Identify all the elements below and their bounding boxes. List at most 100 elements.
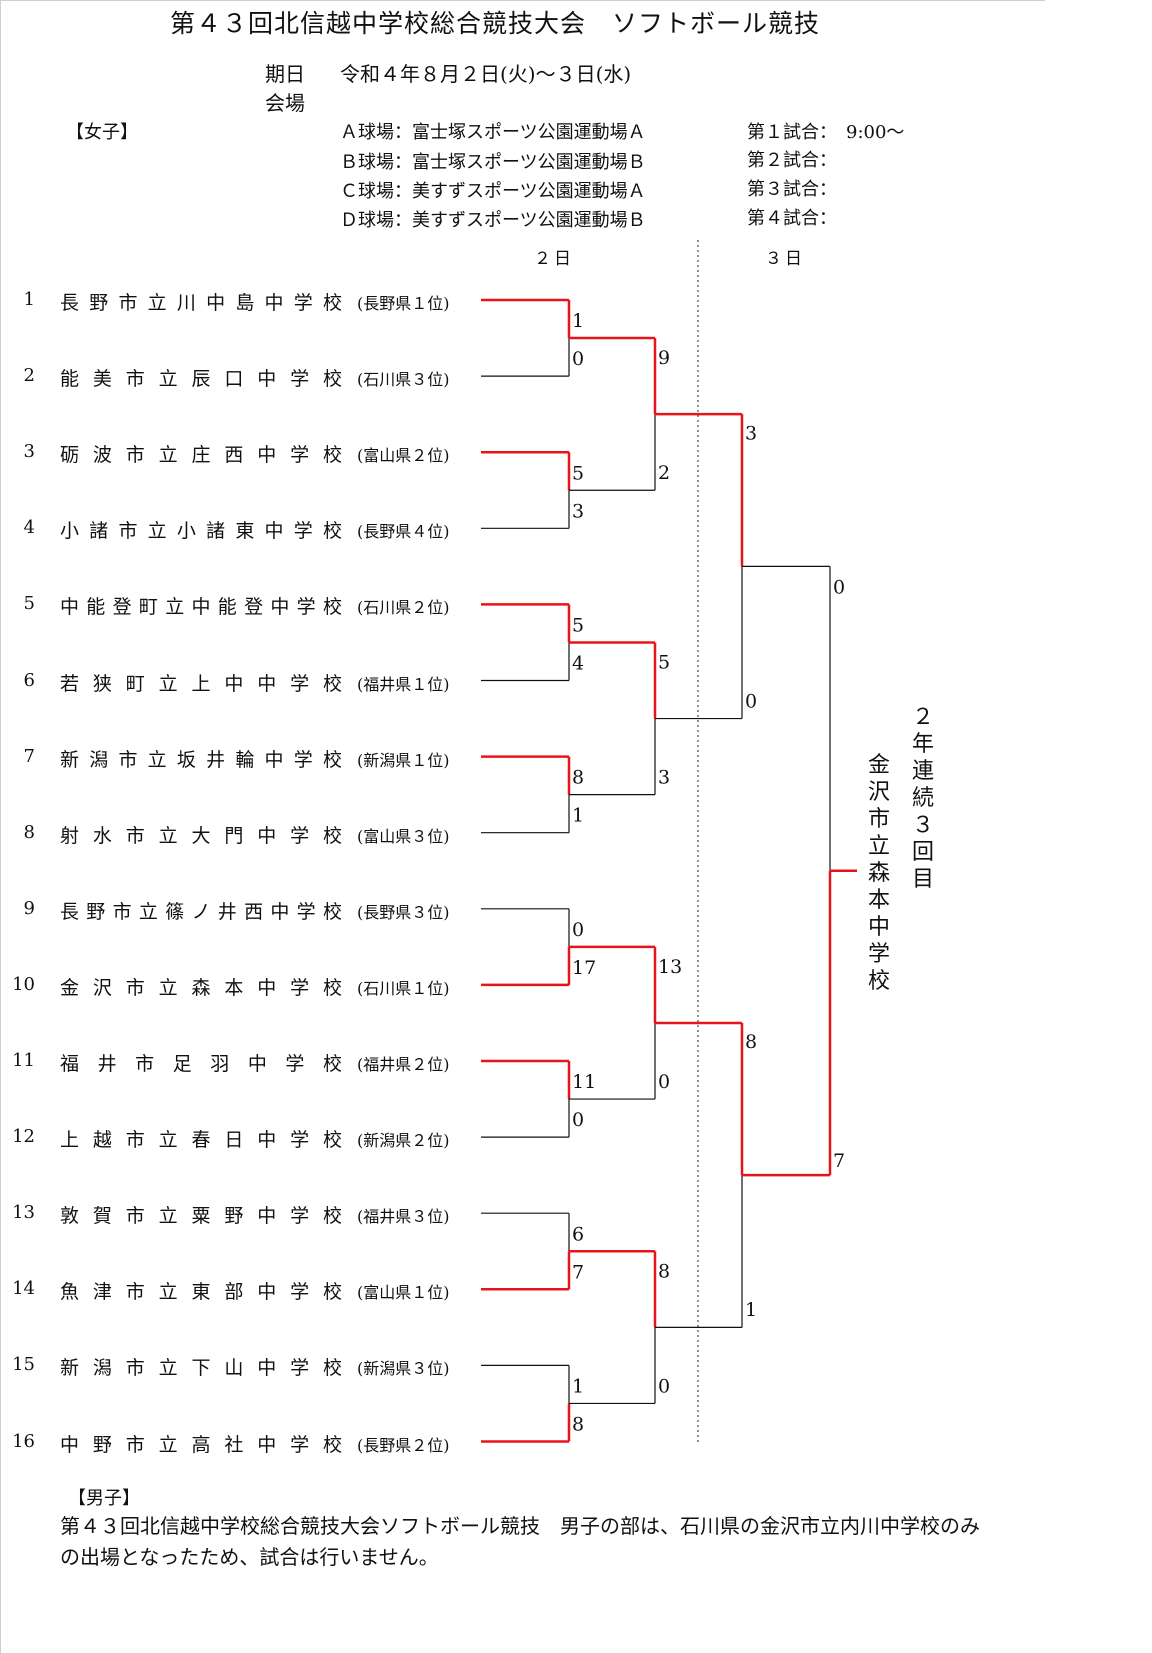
score-label: 1 bbox=[572, 805, 584, 827]
venue-d: Ｄ球場：美すずスポーツ公園運動場Ｂ bbox=[340, 210, 646, 231]
score-label: 0 bbox=[572, 1109, 584, 1131]
team-number: 12 bbox=[12, 1126, 35, 1148]
score-label: 7 bbox=[572, 1261, 584, 1283]
score-label: 3 bbox=[745, 422, 757, 444]
team-prefecture-rank: (新潟県１位) bbox=[357, 750, 450, 770]
team-school: 魚津市立東部中学校 bbox=[60, 1281, 342, 1304]
men-label: 【男子】 bbox=[68, 1488, 140, 1509]
score-label: 2 bbox=[658, 462, 670, 484]
score-label: 0 bbox=[745, 690, 757, 712]
score-label: 0 bbox=[572, 919, 584, 941]
team-prefecture-rank: (富山県１位) bbox=[357, 1283, 450, 1303]
team-prefecture-rank: (長野県１位) bbox=[357, 294, 450, 313]
date-value: 令和４年８月２日(火)～３日(水) bbox=[340, 62, 632, 86]
team-prefecture-rank: (福井県１位) bbox=[357, 674, 450, 694]
team-prefecture-rank: (石川県２位) bbox=[357, 598, 450, 618]
venue-b: Ｂ球場：富士塚スポーツ公園運動場Ｂ bbox=[340, 152, 646, 173]
team-prefecture-rank: (新潟県２位) bbox=[357, 1131, 450, 1151]
score-label: 17 bbox=[572, 957, 596, 979]
team-prefecture-rank: (石川県１位) bbox=[357, 978, 450, 998]
champion-school: 金沢市立森本中学校 bbox=[867, 753, 890, 994]
score-label: 1 bbox=[572, 310, 584, 332]
team-school: 敦賀市立粟野中学校 bbox=[60, 1205, 342, 1228]
team-number: 1 bbox=[23, 289, 35, 310]
team-prefecture-rank: (長野県３位) bbox=[357, 902, 450, 922]
team-number: 11 bbox=[12, 1050, 35, 1071]
game-1-time: 第１試合： 9:00～ bbox=[747, 122, 905, 143]
team-number: 15 bbox=[12, 1354, 35, 1376]
score-label: 0 bbox=[833, 576, 845, 598]
score-label: 0 bbox=[658, 1071, 670, 1093]
team-school: 福井市足羽中学校 bbox=[60, 1053, 342, 1075]
men-notice: 第４３回北信越中学校総合競技大会ソフトボール競技 男子の部は、石川県の金沢市立内… bbox=[60, 1514, 980, 1569]
team-school: 若狭町立上中中学校 bbox=[60, 672, 342, 695]
score-label: 0 bbox=[658, 1375, 670, 1397]
game-2-time: 第２試合： bbox=[747, 150, 837, 171]
champion-note: ２年連続３回目 bbox=[911, 705, 934, 892]
team-prefecture-rank: (富山県３位) bbox=[357, 826, 450, 846]
team-number: 2 bbox=[23, 365, 35, 387]
team-school: 砺波市立庄西中学校 bbox=[60, 444, 342, 467]
team-prefecture-rank: (石川県３位) bbox=[357, 370, 450, 390]
team-number: 14 bbox=[12, 1278, 35, 1300]
left-border bbox=[0, 0, 1, 1653]
team-number: 5 bbox=[23, 593, 35, 615]
team-prefecture-rank: (福井県２位) bbox=[357, 1055, 450, 1074]
score-label: 3 bbox=[658, 767, 670, 789]
day-2-label: ２日 bbox=[534, 249, 574, 269]
team-prefecture-rank: (福井県３位) bbox=[357, 1207, 450, 1227]
team-school: 新潟市立下山中学校 bbox=[60, 1357, 342, 1380]
score-label: 5 bbox=[658, 652, 670, 674]
score-label: 1 bbox=[572, 1375, 584, 1397]
team-number: 8 bbox=[23, 821, 35, 843]
team-number: 4 bbox=[23, 517, 35, 539]
team-number: 10 bbox=[12, 973, 35, 995]
game-4-time: 第４試合： bbox=[747, 208, 837, 229]
score-label: 5 bbox=[572, 462, 584, 484]
team-school: 小諸市立小諸東中学校 bbox=[60, 520, 342, 543]
team-school: 中野市立高社中学校 bbox=[60, 1433, 342, 1456]
team-prefecture-rank: (新潟県３位) bbox=[357, 1359, 450, 1379]
day-3-label: ３日 bbox=[765, 249, 805, 269]
score-label: 6 bbox=[572, 1223, 584, 1245]
venue-a: Ａ球場：富士塚スポーツ公園運動場Ａ bbox=[340, 122, 646, 143]
venue-label: 会場 bbox=[265, 91, 305, 115]
score-label: 8 bbox=[745, 1031, 757, 1053]
score-label: 8 bbox=[658, 1260, 670, 1282]
team-school: 長野市立川中島中学校 bbox=[60, 292, 342, 314]
score-label: 5 bbox=[572, 614, 584, 636]
game-3-time: 第３試合： bbox=[747, 179, 837, 200]
team-school: 新潟市立坂井輪中学校 bbox=[60, 748, 342, 771]
score-label: 8 bbox=[572, 767, 584, 789]
score-label: 0 bbox=[572, 348, 584, 370]
team-number: 9 bbox=[23, 897, 35, 919]
team-prefecture-rank: (富山県２位) bbox=[357, 446, 450, 466]
score-label: 1 bbox=[745, 1299, 757, 1321]
team-number: 13 bbox=[12, 1202, 35, 1224]
venue-c: Ｃ球場：美すずスポーツ公園運動場Ａ bbox=[340, 181, 646, 202]
score-label: 9 bbox=[658, 347, 670, 369]
score-label: 3 bbox=[572, 500, 584, 522]
score-label: 4 bbox=[572, 652, 584, 674]
women-label: 【女子】 bbox=[66, 122, 138, 143]
team-number: 7 bbox=[23, 745, 35, 767]
team-prefecture-rank: (長野県２位) bbox=[357, 1435, 450, 1455]
score-label: 7 bbox=[833, 1150, 845, 1172]
date-label: 期日 bbox=[265, 62, 305, 86]
team-school: 上越市立春日中学校 bbox=[60, 1129, 342, 1152]
score-label: 13 bbox=[658, 956, 682, 978]
page-title: 第４３回北信越中学校総合競技大会 ソフトボール競技 bbox=[170, 9, 821, 38]
team-number: 16 bbox=[12, 1430, 35, 1452]
team-school: 金沢市立森本中学校 bbox=[60, 976, 342, 999]
team-school: 射水市立大門中学校 bbox=[60, 824, 342, 847]
team-number: 6 bbox=[23, 669, 35, 691]
score-label: 11 bbox=[572, 1071, 596, 1093]
team-school: 中能登町立中能登中学校 bbox=[60, 596, 342, 619]
team-school: 能美市立辰口中学校 bbox=[60, 368, 342, 391]
top-border bbox=[0, 0, 1045, 1]
score-label: 8 bbox=[572, 1413, 584, 1435]
team-school: 長野市立篠ノ井西中学校 bbox=[60, 900, 342, 923]
team-number: 3 bbox=[23, 441, 35, 463]
team-prefecture-rank: (長野県４位) bbox=[357, 522, 450, 542]
